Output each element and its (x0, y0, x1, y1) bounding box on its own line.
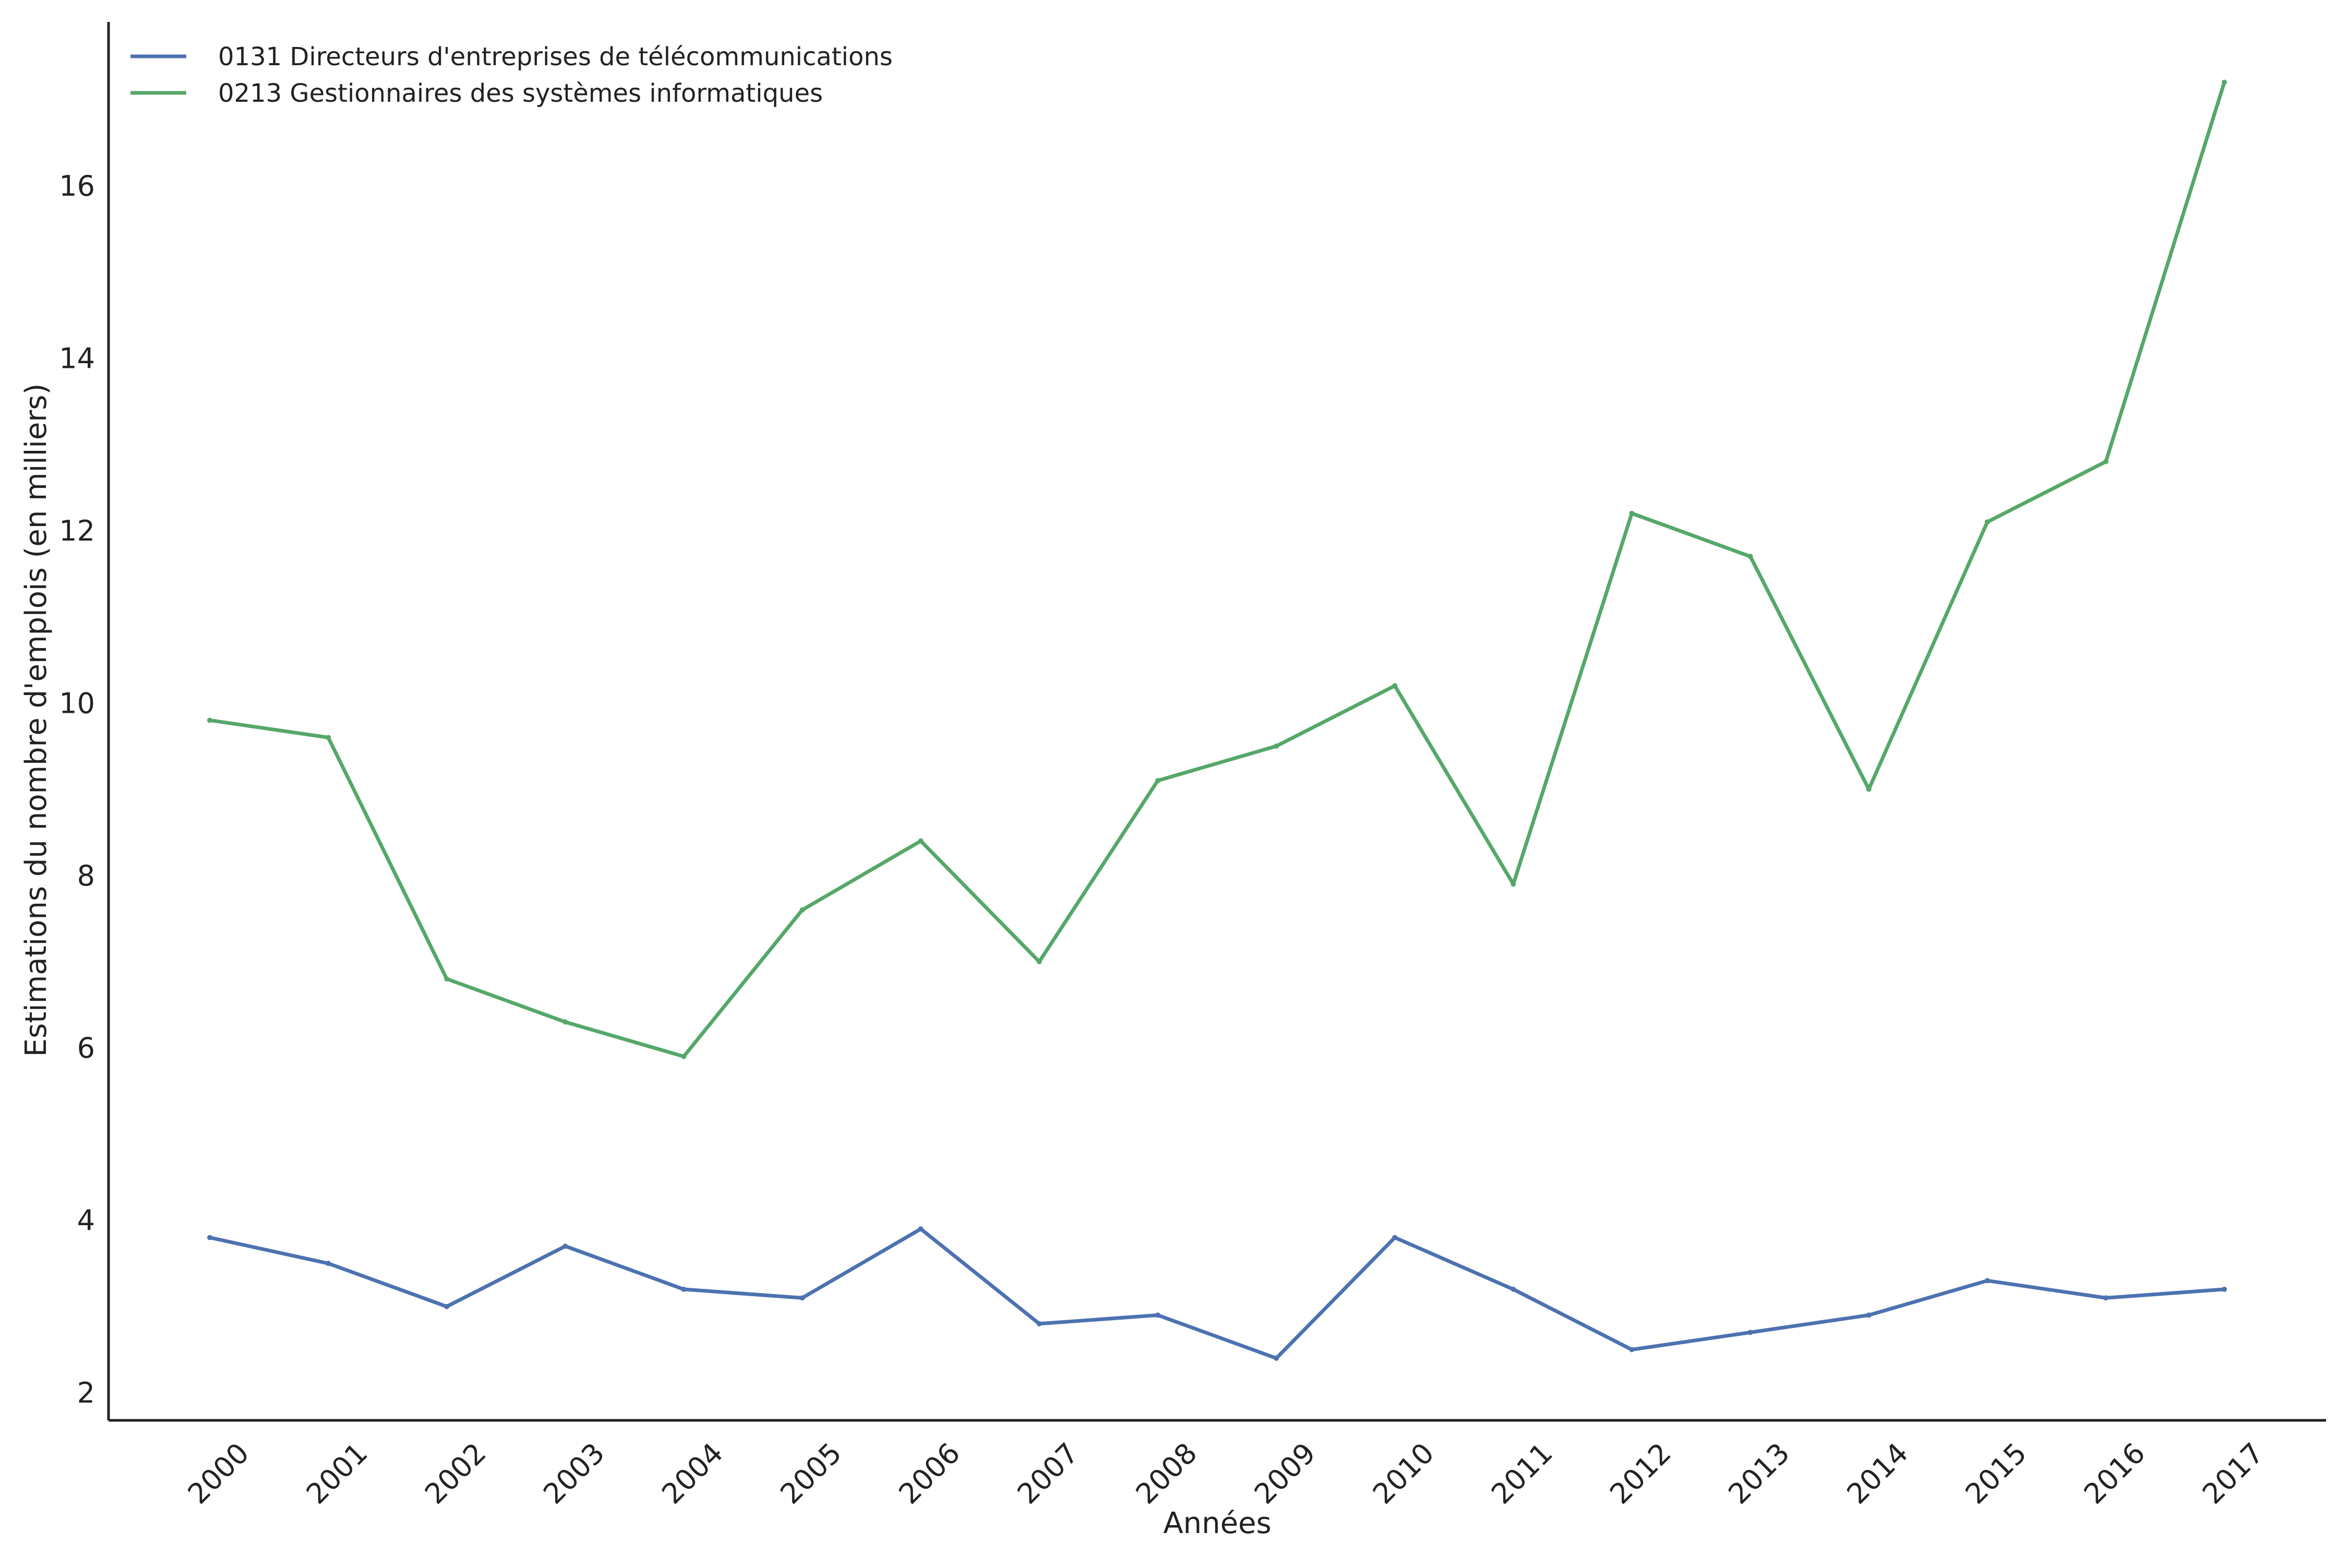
legend: 0131 Directeurs d'entreprises de télécom… (130, 42, 893, 108)
x-tick-label: 2017 (2196, 1437, 2270, 1511)
y-tick-label: 2 (77, 1377, 95, 1409)
x-tick-label: 2016 (2078, 1437, 2152, 1511)
data-point (326, 1261, 331, 1266)
data-point (1985, 1278, 1990, 1283)
data-point (1866, 787, 1872, 792)
x-tick-label: 2012 (1603, 1437, 1678, 1511)
y-tick-label: 14 (59, 342, 95, 375)
x-tick-label: 2010 (1367, 1437, 1441, 1511)
y-tick-label: 4 (77, 1204, 95, 1237)
y-tick-labels: 2 4 6 8 10 12 14 16 (59, 170, 95, 1409)
data-point (681, 1054, 686, 1059)
x-tick-label: 2002 (418, 1437, 493, 1511)
data-point (2222, 80, 2227, 85)
legend-label: 0213 Gestionnaires des systèmes informat… (218, 79, 823, 108)
axes (109, 22, 2326, 1420)
data-point (326, 735, 331, 740)
data-point (1392, 683, 1397, 688)
x-tick-label: 2011 (1485, 1437, 1559, 1511)
legend-label: 0131 Directeurs d'entreprises de télécom… (218, 42, 893, 71)
x-tick-label: 2007 (1011, 1437, 1085, 1511)
data-point (207, 717, 212, 723)
data-point (562, 1020, 568, 1025)
data-point (207, 1235, 212, 1240)
x-tick-labels: 2000 2001 2002 2003 2004 2005 2006 2007 2008 2009… (182, 1437, 2270, 1511)
y-tick-label: 6 (77, 1032, 95, 1064)
x-tick-label: 2006 (892, 1437, 966, 1511)
data-point (1511, 881, 1516, 887)
x-tick-label: 2001 (300, 1437, 374, 1511)
x-tick-label: 2000 (182, 1437, 256, 1511)
x-tick-label: 2008 (1130, 1437, 1204, 1511)
data-point (444, 976, 449, 982)
data-point (562, 1243, 568, 1249)
x-tick-label: 2004 (655, 1437, 729, 1511)
data-point (918, 839, 924, 844)
data-point (1511, 1287, 1516, 1292)
x-tick-label: 2003 (537, 1437, 611, 1511)
data-point (800, 907, 805, 913)
data-point (1629, 511, 1634, 516)
data-point (1155, 778, 1160, 783)
data-point (918, 1226, 924, 1231)
y-axis-title: Estimations du nombre d'emplois (en mill… (19, 384, 53, 1057)
data-point (2103, 1295, 2109, 1300)
data-point (2103, 459, 2109, 464)
x-tick-label: 2014 (1840, 1437, 1914, 1511)
data-point (1037, 1321, 1042, 1326)
data-point (444, 1304, 449, 1309)
data-point (2222, 1287, 2227, 1292)
y-tick-label: 10 (59, 687, 95, 720)
data-point (1629, 1347, 1634, 1352)
data-point (1985, 519, 1990, 524)
x-tick-label: 2015 (1959, 1437, 2033, 1511)
data-point (1155, 1312, 1160, 1318)
data-point (1748, 1330, 1753, 1335)
y-tick-label: 12 (59, 514, 95, 547)
data-point (1392, 1235, 1397, 1240)
y-tick-label: 16 (59, 170, 95, 202)
x-axis-title: Années (1163, 1506, 1271, 1540)
data-point (1274, 1356, 1279, 1361)
y-tick-label: 8 (77, 859, 95, 892)
data-point (1748, 554, 1753, 559)
data-point (1866, 1312, 1872, 1318)
data-point (681, 1287, 686, 1292)
x-tick-label: 2013 (1722, 1437, 1796, 1511)
series-line-0 (210, 1229, 2224, 1358)
x-tick-label: 2009 (1248, 1437, 1322, 1511)
data-point (800, 1295, 805, 1300)
series-line-1 (210, 82, 2224, 1057)
x-tick-label: 2005 (774, 1437, 848, 1511)
series-lines (207, 80, 2227, 1361)
data-point (1274, 744, 1279, 749)
data-point (1037, 959, 1042, 964)
